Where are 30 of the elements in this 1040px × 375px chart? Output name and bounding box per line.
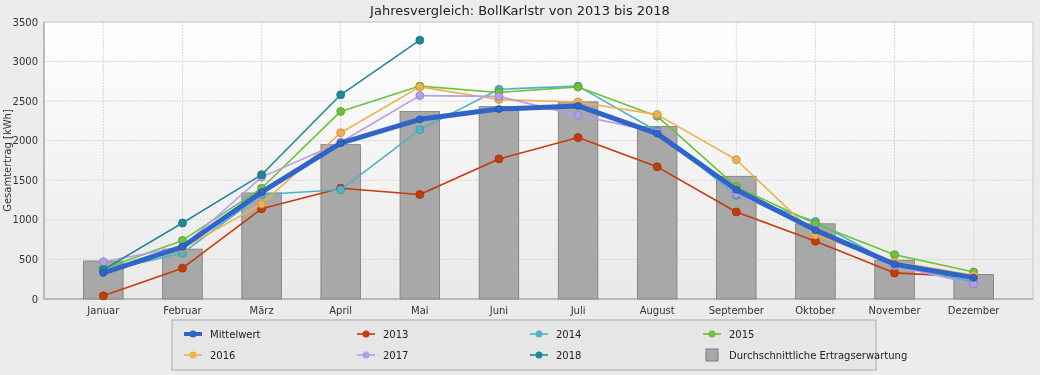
x-tick-label: Juni (488, 305, 509, 316)
legend-label: Durchschnittliche Ertragserwartung (729, 349, 908, 361)
y-tick-label: 2500 (12, 95, 38, 107)
legend-label: 2013 (383, 328, 409, 340)
y-tick-label: 1000 (12, 214, 38, 226)
x-tick-label: Juli (569, 305, 586, 316)
chart-title: Jahresvergleich: BollKarlstr von 2013 bis 2018 (369, 3, 670, 18)
y-tick-label: 2000 (12, 135, 38, 147)
y-tick-label: 3000 (12, 56, 38, 68)
legend-label: Mittelwert (210, 328, 261, 340)
x-tick-label: August (639, 305, 675, 316)
x-tick-label: Dezember (947, 305, 1001, 316)
x-tick-label: November (868, 305, 922, 316)
legend-label: 2015 (729, 328, 755, 340)
x-tick-label: Januar (86, 305, 121, 316)
x-tick-label: April (329, 305, 353, 316)
x-tick-label: März (249, 305, 274, 316)
y-tick-label: 1500 (12, 174, 38, 186)
y-tick-label: 3500 (12, 16, 38, 28)
x-tick-label: September (708, 305, 765, 316)
legend-label: 2016 (210, 349, 236, 361)
y-axis-title: Gesamtertrag [kWh] (2, 109, 13, 212)
legend-label: 2014 (556, 328, 582, 340)
legend-label: 2018 (556, 349, 582, 361)
x-tick-label: Mai (411, 305, 429, 316)
y-tick-label: 500 (18, 253, 38, 265)
y-tick-label: 0 (31, 293, 38, 305)
legend-label: 2017 (383, 349, 409, 361)
x-tick-label: Februar (163, 305, 203, 316)
x-tick-label: Oktober (795, 305, 837, 316)
